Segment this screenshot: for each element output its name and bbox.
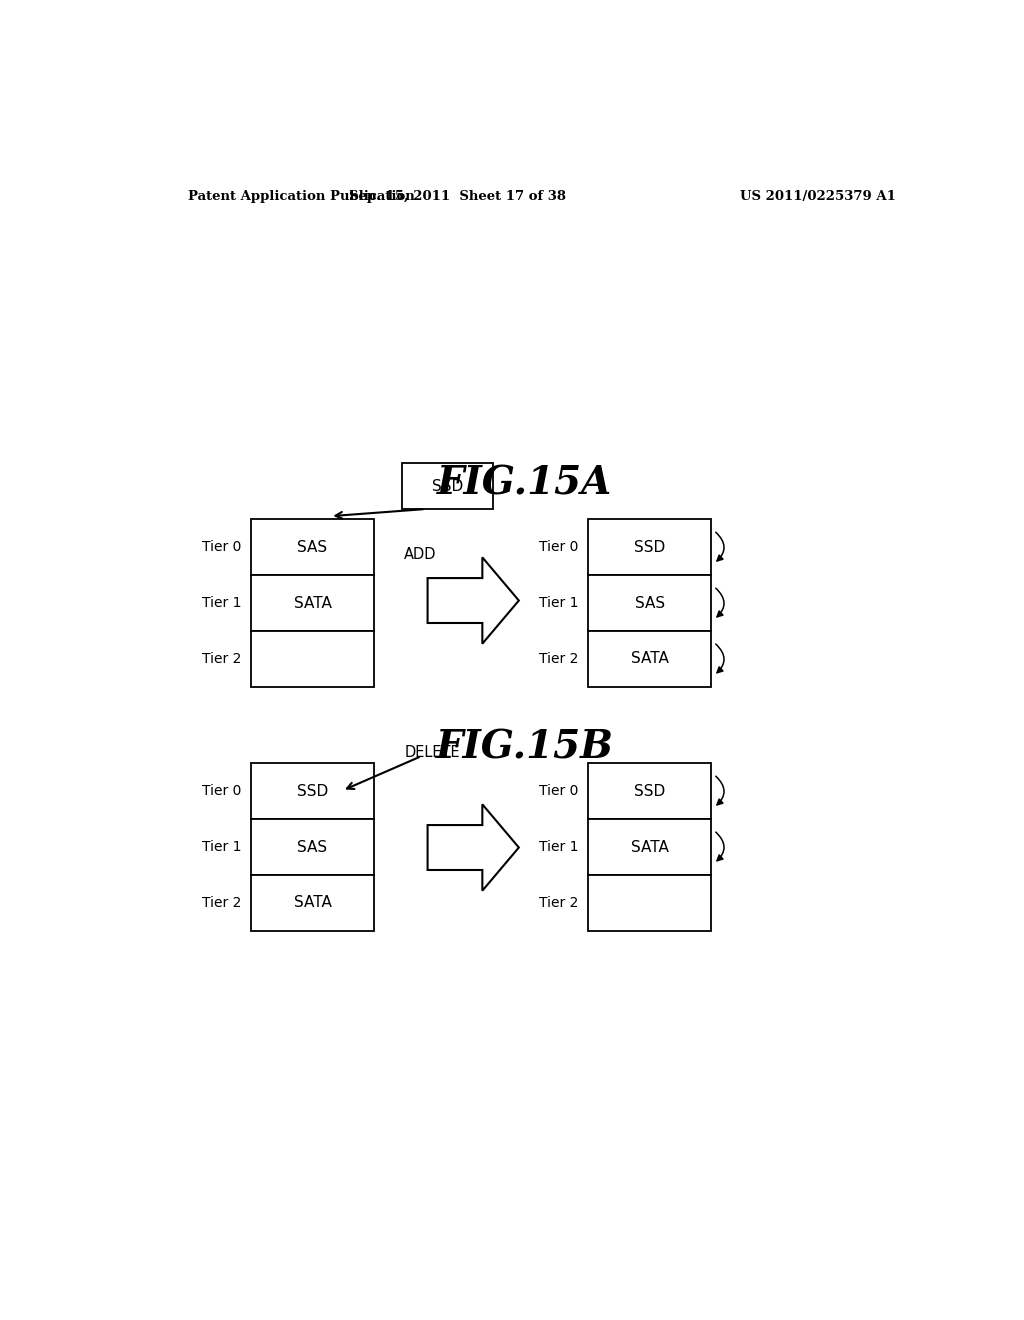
Text: SSD: SSD bbox=[634, 784, 666, 799]
Text: SATA: SATA bbox=[294, 595, 332, 611]
Text: SSD: SSD bbox=[297, 784, 328, 799]
Bar bbox=[251, 576, 374, 631]
Bar bbox=[251, 519, 374, 576]
Text: SSD: SSD bbox=[432, 479, 463, 494]
Bar bbox=[588, 631, 712, 686]
Bar bbox=[251, 818, 374, 875]
Text: Tier 1: Tier 1 bbox=[540, 840, 579, 854]
Text: FIG.15A: FIG.15A bbox=[437, 465, 612, 503]
Bar bbox=[588, 763, 712, 818]
Text: Patent Application Publication: Patent Application Publication bbox=[187, 190, 415, 202]
Bar bbox=[588, 576, 712, 631]
Polygon shape bbox=[428, 804, 519, 891]
Text: SATA: SATA bbox=[631, 652, 669, 667]
Bar bbox=[401, 463, 494, 510]
Text: Tier 0: Tier 0 bbox=[540, 540, 579, 554]
Text: Tier 1: Tier 1 bbox=[202, 597, 242, 610]
Text: DELETE: DELETE bbox=[404, 746, 460, 760]
Text: Tier 0: Tier 0 bbox=[540, 784, 579, 799]
Bar bbox=[588, 818, 712, 875]
Text: ADD: ADD bbox=[404, 548, 436, 562]
Text: SAS: SAS bbox=[635, 595, 665, 611]
Text: SSD: SSD bbox=[634, 540, 666, 554]
Bar bbox=[251, 631, 374, 686]
Text: FIG.15B: FIG.15B bbox=[436, 729, 613, 767]
Text: US 2011/0225379 A1: US 2011/0225379 A1 bbox=[740, 190, 896, 202]
Bar bbox=[251, 875, 374, 931]
Text: Tier 2: Tier 2 bbox=[540, 896, 579, 909]
Text: Tier 2: Tier 2 bbox=[202, 652, 242, 667]
Text: SAS: SAS bbox=[297, 840, 328, 854]
Text: Tier 2: Tier 2 bbox=[540, 652, 579, 667]
Text: Sep. 15, 2011  Sheet 17 of 38: Sep. 15, 2011 Sheet 17 of 38 bbox=[349, 190, 566, 202]
Bar bbox=[588, 519, 712, 576]
Text: Tier 1: Tier 1 bbox=[540, 597, 579, 610]
Text: SAS: SAS bbox=[297, 540, 328, 554]
Text: Tier 0: Tier 0 bbox=[202, 540, 242, 554]
Bar bbox=[588, 875, 712, 931]
Text: Tier 0: Tier 0 bbox=[202, 784, 242, 799]
Text: SATA: SATA bbox=[294, 895, 332, 911]
Text: SATA: SATA bbox=[631, 840, 669, 854]
Polygon shape bbox=[428, 557, 519, 644]
Text: Tier 1: Tier 1 bbox=[202, 840, 242, 854]
Text: Tier 2: Tier 2 bbox=[202, 896, 242, 909]
Bar bbox=[251, 763, 374, 818]
